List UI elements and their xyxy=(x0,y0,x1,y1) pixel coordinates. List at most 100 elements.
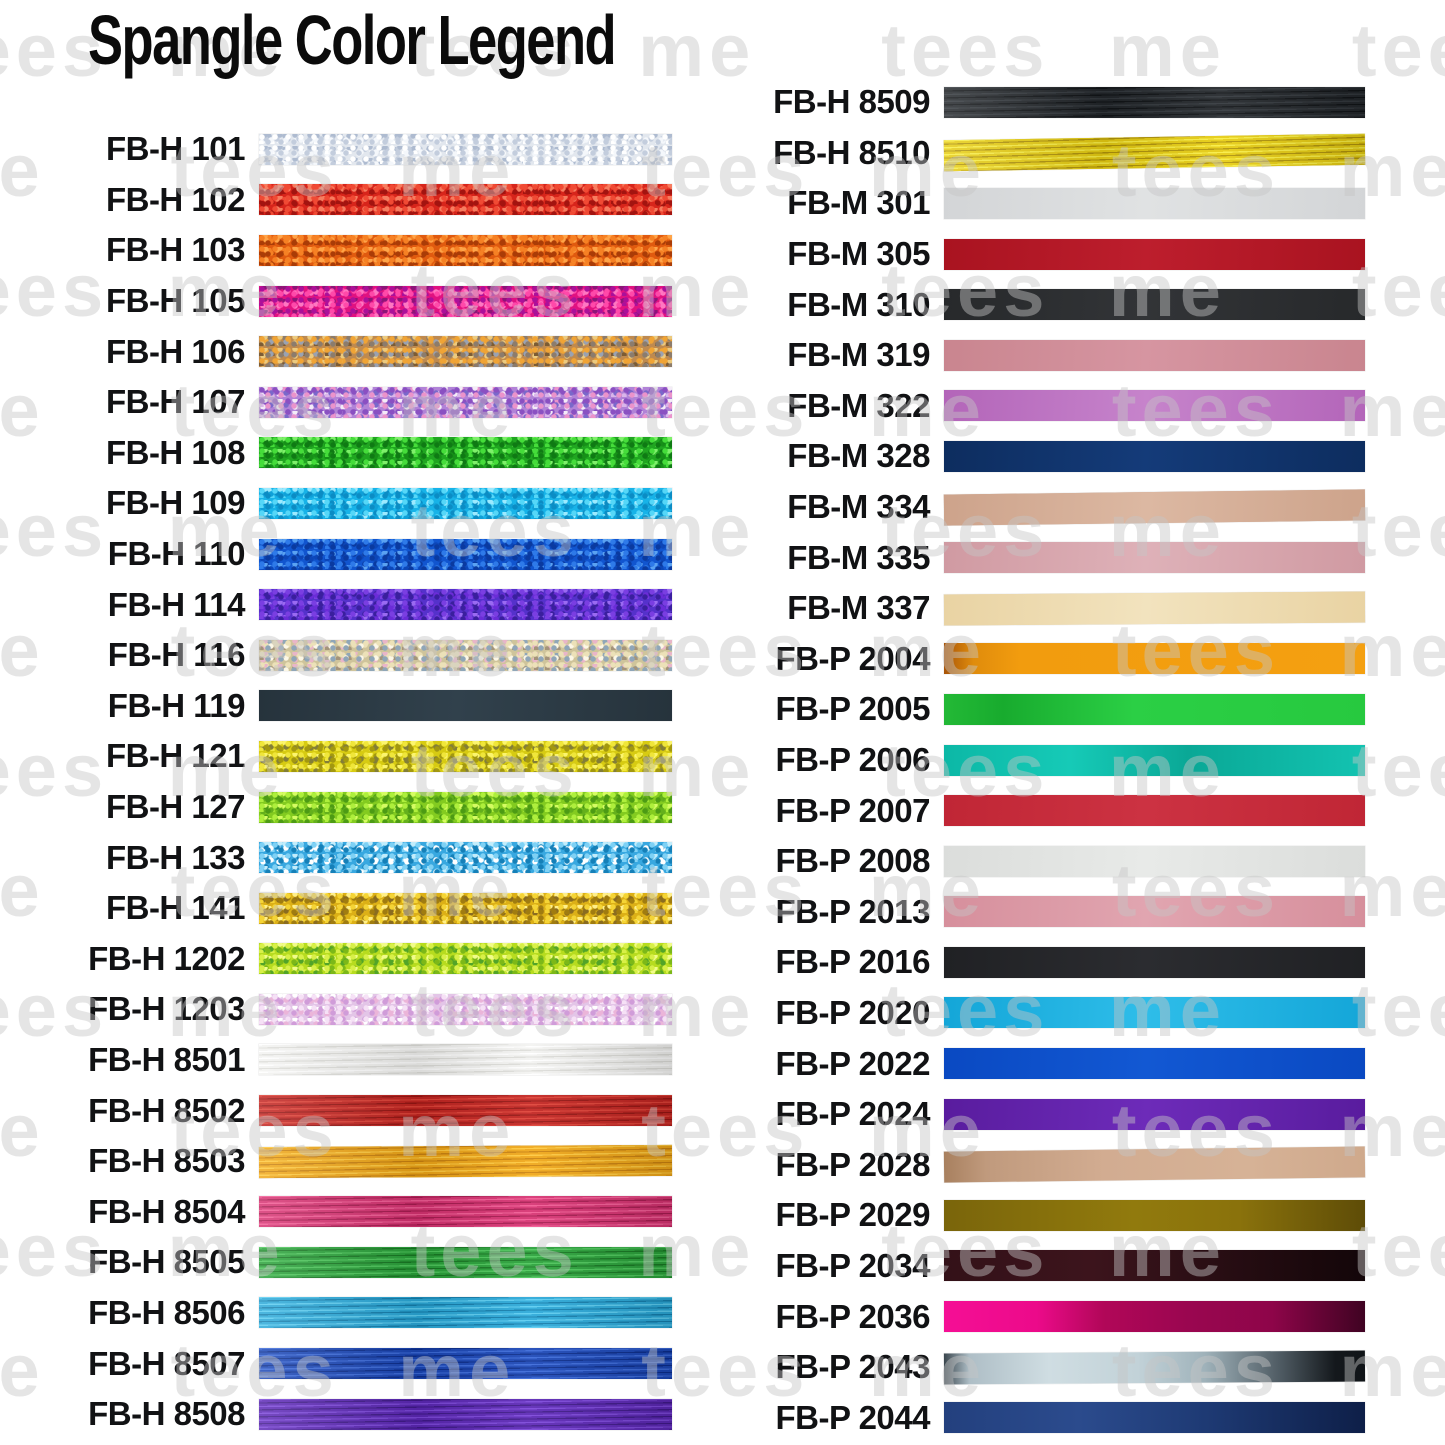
color-swatch xyxy=(259,538,672,570)
legend-row: FB-P 2007 xyxy=(518,785,1445,836)
color-swatch xyxy=(944,187,1365,219)
swatch-label: FB-M 335 xyxy=(787,538,930,576)
swatch-label: FB-H 8506 xyxy=(88,1293,245,1331)
swatch-label: FB-H 121 xyxy=(105,737,246,775)
legend-row: FB-H 8509 xyxy=(518,77,1445,128)
color-swatch xyxy=(259,1044,672,1076)
legend-row: FB-P 2013 xyxy=(518,887,1445,938)
swatch-label: FB-P 2024 xyxy=(775,1095,931,1133)
swatch-label: FB-H 8501 xyxy=(88,1040,245,1078)
legend-row: FB-P 2008 xyxy=(518,836,1445,887)
color-swatch xyxy=(259,234,672,266)
legend-row: FB-M 310 xyxy=(518,279,1445,330)
swatch-label: FB-H 105 xyxy=(105,282,246,320)
color-swatch xyxy=(944,643,1365,675)
swatch-label: FB-H 8502 xyxy=(88,1091,245,1129)
color-swatch xyxy=(944,289,1365,321)
legend-row: FB-P 2028 xyxy=(518,1139,1445,1190)
legend-row: FB-P 2043 xyxy=(518,1342,1445,1393)
swatch-label: FB-H 108 xyxy=(105,433,246,471)
color-swatch xyxy=(944,339,1365,371)
legend-column-left: FB-H 101 FB-H 102 FB-H 103 FB-H 105 FB-H 106… xyxy=(0,124,673,1439)
legend-row: FB-H 1203 xyxy=(0,984,672,1035)
legend-row: FB-P 2005 xyxy=(518,684,1445,735)
color-swatch xyxy=(259,1297,672,1329)
color-swatch xyxy=(944,795,1365,827)
legend-row: FB-P 2036 xyxy=(518,1291,1445,1342)
swatch-label: FB-P 2006 xyxy=(775,741,931,779)
color-swatch xyxy=(944,1301,1365,1333)
color-swatch xyxy=(259,993,672,1025)
swatch-label: FB-H 116 xyxy=(107,636,246,674)
swatch-label: FB-H 127 xyxy=(105,788,246,826)
swatch-label: FB-P 2029 xyxy=(775,1196,931,1234)
swatch-label: FB-H 110 xyxy=(107,535,246,573)
legend-row: FB-H 103 xyxy=(0,225,672,276)
swatch-label: FB-H 133 xyxy=(105,838,246,876)
page-title: Spangle Color Legend xyxy=(88,1,617,79)
swatch-label: FB-P 2008 xyxy=(775,842,931,880)
color-swatch xyxy=(259,740,672,772)
color-swatch xyxy=(944,845,1365,877)
legend-row: FB-M 337 xyxy=(518,583,1445,634)
swatch-label: FB-M 305 xyxy=(787,235,930,273)
color-swatch xyxy=(259,1246,672,1278)
swatch-label: FB-H 8508 xyxy=(88,1395,245,1433)
swatch-label: FB-H 8504 xyxy=(88,1192,245,1230)
legend-row: FB-H 119 xyxy=(0,681,672,732)
color-swatch xyxy=(259,892,672,924)
color-swatch xyxy=(944,1098,1365,1130)
legend-row: FB-P 2022 xyxy=(518,1038,1445,1089)
swatch-label: FB-H 1202 xyxy=(88,939,245,977)
swatch-label: FB-P 2016 xyxy=(775,943,931,981)
legend-row: FB-H 8506 xyxy=(0,1288,672,1339)
legend-row: FB-H 8503 xyxy=(0,1136,673,1187)
swatch-label: FB-P 2020 xyxy=(775,993,931,1031)
swatch-label: FB-M 334 xyxy=(787,488,930,526)
swatch-label: FB-M 319 xyxy=(787,336,930,374)
color-swatch xyxy=(943,1146,1366,1183)
legend-row: FB-H 108 xyxy=(0,428,672,479)
legend-row: FB-P 2029 xyxy=(518,1190,1445,1241)
color-swatch xyxy=(259,285,672,317)
color-swatch xyxy=(944,542,1365,574)
swatch-label: FB-P 2013 xyxy=(775,892,931,930)
swatch-label: FB-H 101 xyxy=(105,130,246,168)
legend-row: FB-M 334 xyxy=(518,482,1445,533)
legend-row: FB-H 1202 xyxy=(0,934,672,985)
legend-row: FB-P 2044 xyxy=(518,1392,1445,1443)
legend-column-right: FB-H 8509 FB-H 8510 FB-M 301 FB-M 305 FB-M 3… xyxy=(518,77,1445,1443)
swatch-label: FB-P 2043 xyxy=(775,1348,931,1386)
color-swatch xyxy=(259,842,672,874)
legend-row: FB-H 105 xyxy=(0,276,672,327)
color-swatch xyxy=(259,791,672,823)
swatch-label: FB-M 337 xyxy=(787,589,930,627)
color-swatch xyxy=(944,390,1365,422)
swatch-label: FB-P 2005 xyxy=(775,690,931,728)
legend-row: FB-H 109 xyxy=(0,478,672,529)
color-swatch xyxy=(944,1402,1365,1434)
legend-row: FB-H 110 xyxy=(0,529,672,580)
swatch-label: FB-P 2022 xyxy=(775,1044,931,1082)
color-swatch xyxy=(259,943,672,975)
legend-row: FB-M 328 xyxy=(518,431,1445,482)
color-swatch xyxy=(259,639,672,671)
swatch-label: FB-H 102 xyxy=(105,180,246,218)
color-swatch xyxy=(259,1348,672,1380)
color-swatch xyxy=(259,487,672,519)
swatch-label: FB-P 2004 xyxy=(775,639,931,677)
swatch-label: FB-M 301 xyxy=(787,184,930,222)
color-swatch xyxy=(944,86,1365,118)
legend-row: FB-P 2006 xyxy=(518,735,1445,786)
swatch-label: FB-H 141 xyxy=(105,889,246,927)
legend-row: FB-H 114 xyxy=(0,579,672,630)
swatch-label: FB-H 119 xyxy=(107,686,246,724)
swatch-label: FB-P 2007 xyxy=(775,791,931,829)
color-swatch xyxy=(259,437,672,469)
swatch-label: FB-H 8510 xyxy=(773,133,930,171)
color-swatch xyxy=(944,896,1365,928)
legend-row: FB-H 8502 xyxy=(0,1085,672,1136)
color-swatch xyxy=(259,133,672,165)
legend-row: FB-H 141 xyxy=(0,883,672,934)
